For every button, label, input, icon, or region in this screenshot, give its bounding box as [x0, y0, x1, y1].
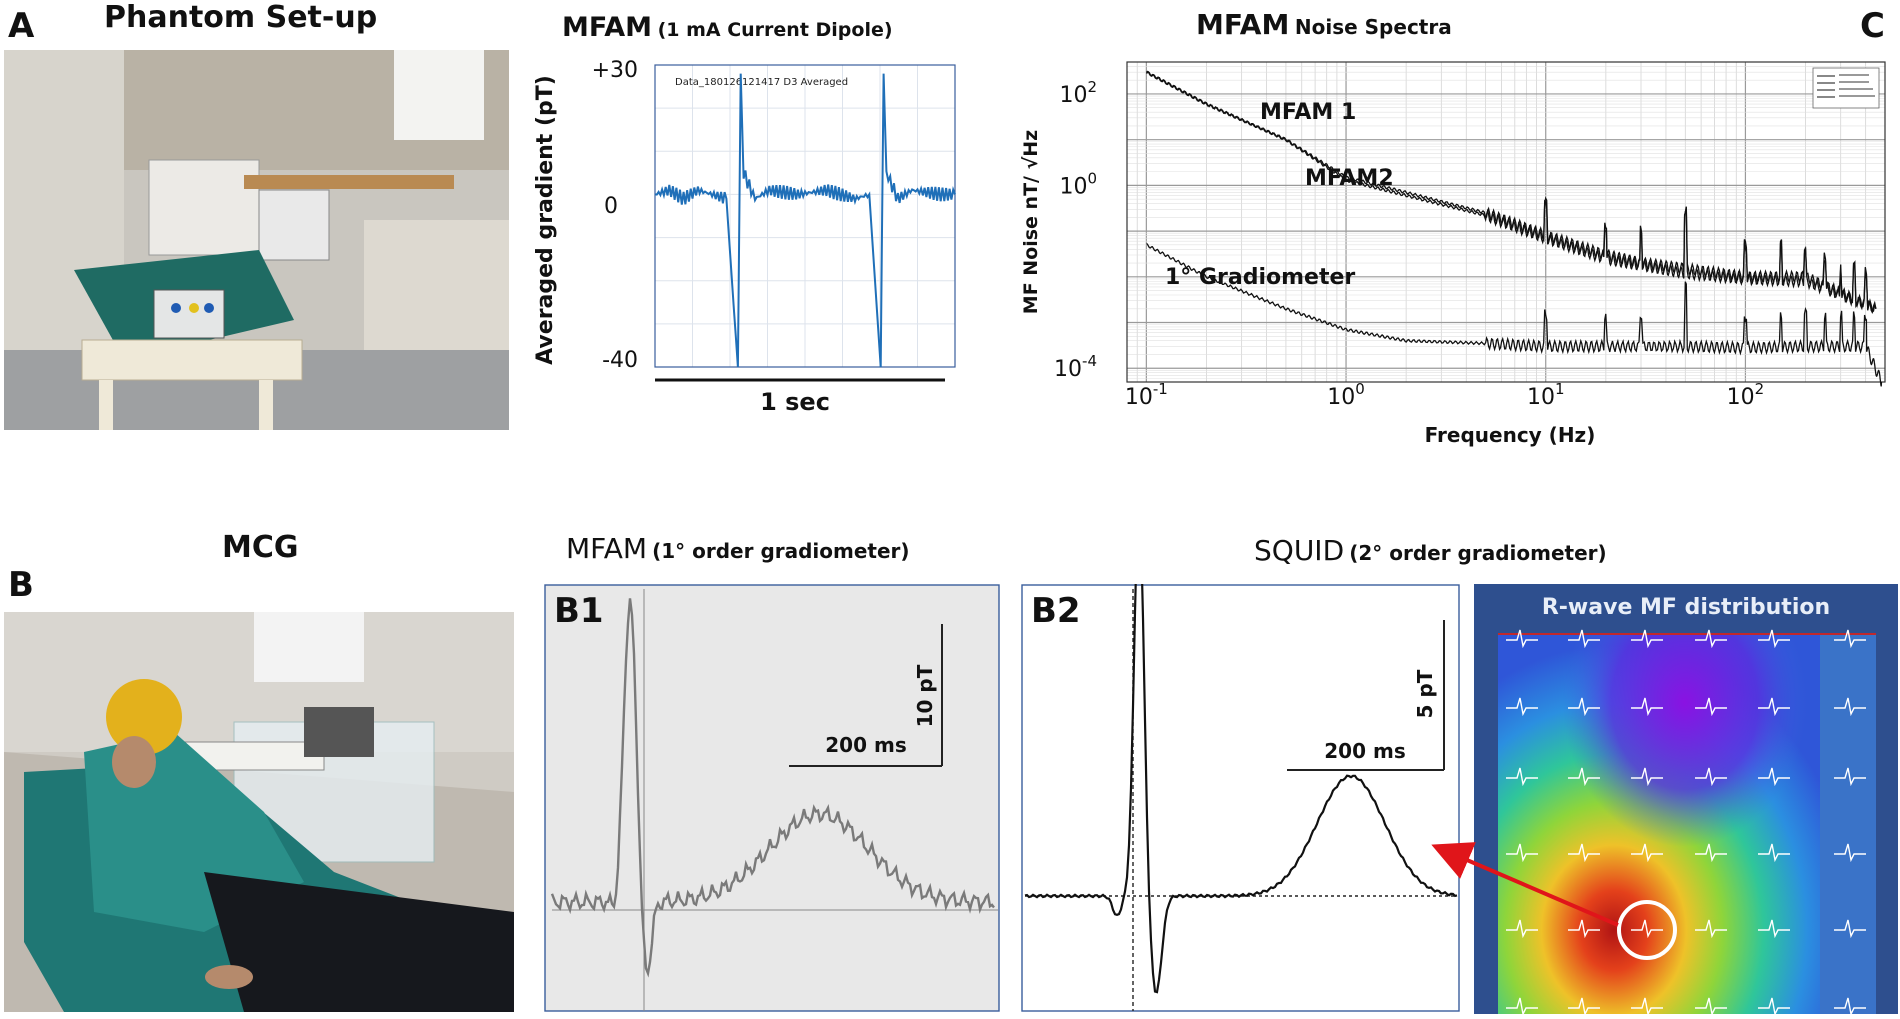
map-waveform-marker: [1568, 629, 1600, 649]
spectra-legend: [1812, 67, 1880, 109]
b1-title-main: MFAM: [566, 532, 648, 565]
map-waveform-marker: [1506, 919, 1538, 939]
spectra-xtick-label: 101: [1527, 380, 1565, 410]
spectra-ylabel: MF Noise nT/ √Hz: [1020, 130, 1042, 314]
map-title: R-wave MF distribution: [1542, 595, 1830, 620]
spectra-series-line: [1145, 70, 1877, 314]
b1-label: B1: [554, 591, 604, 631]
map-waveform-marker: [1834, 629, 1866, 649]
map-highlight-circle: [1617, 900, 1677, 960]
b1-title: MFAM (1° order gradiometer): [566, 532, 910, 565]
b1-title-sub: (1° order gradiometer): [652, 539, 910, 563]
dipole-chart: Data_180126121417 D3 Averaged Averaged g…: [533, 58, 956, 415]
b1-mfam-trace-panel: B1 10 pT 200 ms: [544, 584, 1000, 1012]
spectra-ytick-label: 102: [1059, 78, 1097, 108]
spectra-xtick-label: 100: [1327, 380, 1365, 410]
map-waveform-marker: [1695, 843, 1727, 863]
map-waveform-marker: [1834, 843, 1866, 863]
phantom-setup-title: Phantom Set-up: [104, 0, 378, 35]
panel-label-c: C: [1860, 6, 1885, 46]
map-waveform-marker: [1568, 697, 1600, 717]
b2-scale-x-label: 200 ms: [1324, 739, 1405, 763]
noise-spectra-chart: 10-1 100 101 102 10-4 100 102 MF Noise nT/ √Hz…: [1020, 61, 1886, 447]
spectra-ytick-label: 100: [1059, 169, 1097, 199]
b2-title: SQUID (2° order gradiometer): [1254, 534, 1607, 567]
map-waveform-marker: [1631, 843, 1663, 863]
map-waveform-marker: [1631, 629, 1663, 649]
dipole-trace: [654, 73, 956, 368]
time-scale-label: 1 sec: [760, 388, 830, 415]
map-waveform-marker: [1758, 697, 1790, 717]
r-wave-map: R-wave MF distribution: [1474, 584, 1898, 1017]
map-waveform-marker: [1834, 697, 1866, 717]
map-waveform-marker: [1758, 843, 1790, 863]
map-waveform-marker: [1834, 919, 1866, 939]
map-waveform-marker: [1506, 697, 1538, 717]
curve-label-mfam1: MFAM 1: [1260, 100, 1356, 125]
map-waveform-marker: [1506, 767, 1538, 787]
dipole-title-sub: (1 mA Current Dipole): [657, 19, 893, 41]
b2-trace: [1024, 584, 1458, 994]
dipole-ytick-bottom: -40: [602, 348, 638, 373]
map-waveform-marker: [1506, 997, 1538, 1017]
spectra-xtick-label: 10-1: [1125, 380, 1168, 410]
spectra-title-sub: Noise Spectra: [1294, 15, 1452, 39]
map-waveform-marker: [1631, 697, 1663, 717]
map-to-b2-arrow: [1431, 842, 1619, 927]
spectra-title: MFAM Noise Spectra: [1196, 8, 1452, 41]
spectra-plot-frame: [1126, 61, 1886, 383]
b1-scale-x-label: 200 ms: [825, 733, 906, 757]
phantom-setup-photo: [4, 50, 509, 430]
b2-title-main: SQUID: [1254, 534, 1345, 567]
dipole-title: MFAM (1 mA Current Dipole): [562, 12, 893, 43]
spectra-title-main: MFAM: [1196, 8, 1290, 41]
spectra-series-line: [1146, 243, 1883, 387]
b2-scale-y-label: 5 pT: [1413, 669, 1437, 718]
panel-label-a: A: [8, 6, 35, 46]
b1-scale-y-label: 10 pT: [913, 664, 937, 727]
b2-squid-trace-panel: B2 5 pT 200 ms: [1021, 584, 1460, 1012]
map-waveform-marker: [1834, 997, 1866, 1017]
dipole-plot-frame: [654, 64, 956, 368]
map-waveform-marker: [1758, 997, 1790, 1017]
spectra-xtick-label: 102: [1727, 380, 1765, 410]
map-waveform-marker: [1568, 767, 1600, 787]
dipole-plot-label: Data_180126121417 D3 Averaged: [675, 77, 848, 88]
mcg-title: MCG: [222, 530, 299, 565]
map-waveform-marker: [1631, 997, 1663, 1017]
curve-label-gradiometer: 1° Gradiometer: [1165, 265, 1355, 290]
dipole-ytick-top: +30: [592, 58, 638, 83]
map-waveform-marker: [1834, 767, 1866, 787]
map-waveform-marker: [1758, 629, 1790, 649]
dipole-ytick-zero: 0: [604, 194, 618, 219]
map-waveform-marker: [1758, 767, 1790, 787]
spectra-xlabel: Frequency (Hz): [1425, 423, 1596, 447]
b1-trace: [550, 598, 995, 978]
map-waveform-marker: [1695, 697, 1727, 717]
map-waveform-marker: [1758, 919, 1790, 939]
curve-label-mfam2: MFAM2: [1305, 166, 1394, 191]
mcg-photo: [4, 612, 514, 1012]
map-waveform-marker: [1695, 767, 1727, 787]
spectra-ytick-label: 10-4: [1054, 352, 1097, 382]
map-waveform-marker: [1695, 629, 1727, 649]
map-waveform-marker: [1506, 843, 1538, 863]
dipole-title-main: MFAM: [562, 12, 652, 43]
b2-title-sub: (2° order gradiometer): [1349, 541, 1607, 565]
map-waveform-marker: [1568, 919, 1600, 939]
panel-label-b: B: [8, 565, 34, 605]
b2-label: B2: [1031, 591, 1081, 631]
map-waveform-marker: [1631, 919, 1663, 939]
map-waveform-marker: [1631, 767, 1663, 787]
map-waveform-marker: [1568, 997, 1600, 1017]
map-waveform-marker: [1506, 629, 1538, 649]
dipole-ylabel: Averaged gradient (pT): [533, 75, 558, 365]
map-waveform-marker: [1568, 843, 1600, 863]
map-waveform-marker: [1695, 997, 1727, 1017]
map-waveform-marker: [1695, 919, 1727, 939]
